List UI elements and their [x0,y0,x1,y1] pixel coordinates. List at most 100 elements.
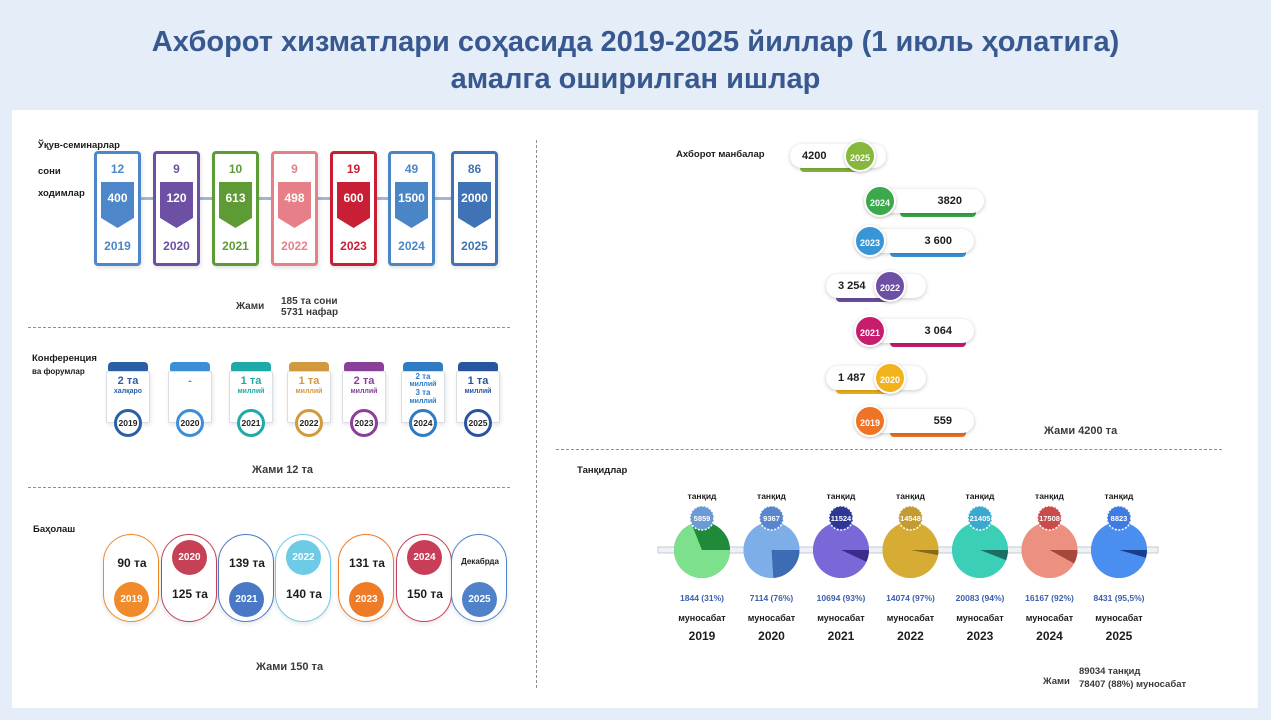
source-bar [836,387,896,394]
seminar-year: 2024 [398,239,425,253]
source-value: 3 600 [924,235,952,247]
conference-year: 2022 [295,409,323,437]
seminar-count: 12 [110,162,125,176]
page-title: Ахборот хизматлари соҳасида 2019-2025 йи… [0,24,1271,98]
conferences-heading: Конференция [32,353,97,364]
critique-badge [1106,505,1132,531]
criticism-year: 2024 [1036,629,1063,643]
source-year-circle: 2019 [854,405,886,437]
source-value: 1 487 [838,372,866,384]
assessment-total: Жами 150 та [256,661,324,673]
source-bar [900,210,976,217]
critique-value: 11524 [831,514,852,523]
response-label: муносабат [887,613,935,623]
source-value: 4200 [802,150,827,162]
seminar-staff: 120 [166,191,187,205]
divider-3 [556,449,1222,450]
conference-cup-2022: 1 та миллий 2022 [287,362,331,442]
criticism-year: 2025 [1106,629,1133,643]
cup-lid [289,362,329,371]
response-label: муносабат [748,613,796,623]
seminar-year: 2022 [281,239,308,253]
conference-cup-2020: - 2020 [168,362,212,442]
seminar-banner-2020: 9 120 2020 [153,151,200,266]
pie-response-slice-2023 [952,522,1008,578]
criticism-pies: танқид 5859 1844 (31%) муносабат 2019 танқид 9… [657,491,1159,643]
seminar-count: 19 [346,162,361,176]
source-year-circle: 2024 [864,185,896,217]
source-year-circle: 2021 [854,315,886,347]
critique-value: 9367 [763,514,780,523]
pie-critique-slice-2023 [980,550,1008,561]
seminar-count: 49 [404,162,419,176]
critique-value: 21405 [970,514,991,523]
seminars-total-line2: 5731 нафар [281,307,339,318]
source-year-circle: 2023 [854,225,886,257]
conferences-total: Жами 12 та [252,464,313,476]
criticism-total: 89034 танқид 78407 (88%) муносабат [1079,665,1186,691]
seminar-fold [395,182,428,228]
seminar-year: 2025 [461,239,488,253]
seminar-staff: 2000 [461,191,488,205]
criticism-total-label: Жами [1043,676,1070,687]
critique-badge [828,505,854,531]
source-bar [890,430,966,437]
conference-count: 1 та [467,375,489,387]
seminar-year: 2020 [163,239,190,253]
critique-value: 14548 [900,514,921,523]
conference-year: 2020 [176,409,204,437]
assessment-pill-2024: 2024 150 та [396,534,452,622]
seminar-fold [101,182,134,228]
critique-label: танқид [966,491,996,501]
sources-heading: Ахборот манбалар [676,149,765,160]
conference-cup-2021: 1 та миллий 2021 [229,362,273,442]
pie-critique-slice-2021 [841,550,869,562]
conference-type: миллий [295,388,323,395]
critique-label: танқид [1105,491,1135,501]
assessment-value: 90 та [117,556,147,570]
cup-body [168,371,212,423]
cup-lid [231,362,271,371]
criticism-total-line1: 89034 танқид [1079,666,1141,677]
source-row-2022: 3 254 2022 [0,270,1271,302]
source-row-2019: 559 2019 [0,405,1271,437]
response-value: 1844 (31%) [680,593,724,603]
criticism-year: 2023 [967,629,994,643]
critique-badge [1036,505,1063,531]
seminars-total: 185 та сони 5731 нафар [281,296,338,318]
source-year-circle: 2020 [874,362,906,394]
pie-critique-slice-2022 [910,550,939,556]
critique-label: танқид [896,491,926,501]
critique-value: 8823 [1111,514,1128,523]
conference-count: - [188,375,192,387]
seminar-fold [458,182,491,228]
response-value: 14074 (97%) [886,593,935,603]
source-year-circle: 2025 [844,140,876,172]
seminars-total-label: Жами [236,301,265,312]
assessment-value: 131 та [349,556,385,570]
critique-value: 17508 [1039,514,1060,523]
seminar-staff: 600 [343,191,364,205]
conference-year: 2025 [464,409,492,437]
critique-value: 5859 [694,514,711,523]
critique-label: танқид [1035,491,1065,501]
assessment-year-circle: 2021 [229,582,264,617]
criticism-year: 2021 [828,629,855,643]
assessment-pill-2025: 2025 Декабрда [451,534,507,622]
source-bar [836,295,896,302]
seminar-staff: 1500 [398,191,425,205]
conference-type: миллий [409,381,437,388]
assessment-value: 150 та [407,587,443,601]
pie-response-slice-2025 [1091,522,1147,579]
response-label: муносабат [817,613,865,623]
response-value: 20083 (94%) [956,593,1005,603]
cup-lid [108,362,148,371]
seminars-row2-label: ходимлар [38,188,85,199]
assessment-pill-2023: 2023 131 та [338,534,394,622]
source-row-2024: 3820 2024 [0,185,1271,217]
pie-response-slice-2020 [743,522,800,578]
seminar-banner-2024: 49 1500 2024 [388,151,435,266]
criticism-year: 2020 [758,629,785,643]
source-bar [800,165,866,172]
source-value: 3820 [937,195,962,207]
